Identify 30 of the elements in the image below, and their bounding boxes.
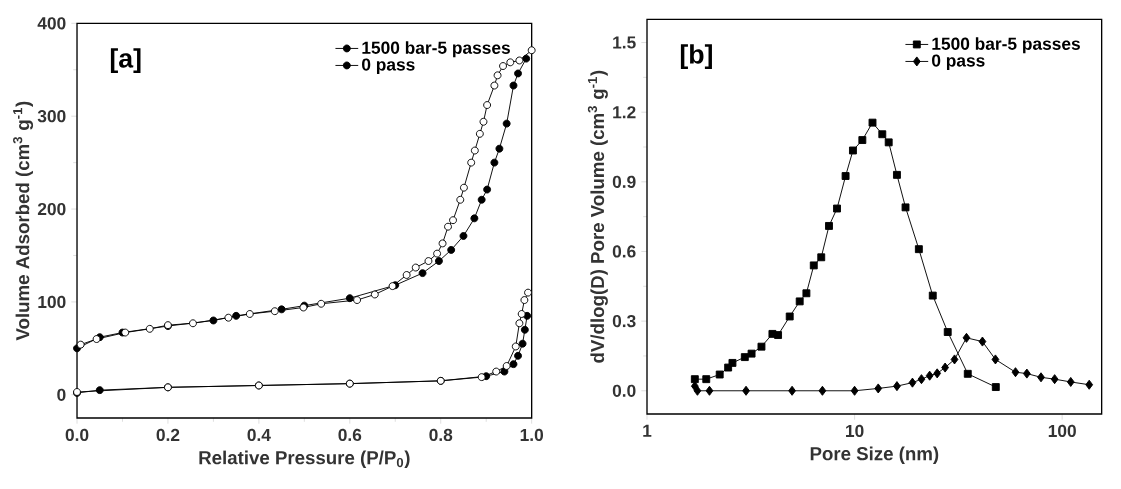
y-tick-label: 0.0 [612, 384, 636, 397]
y-tick-label: 1.2 [613, 106, 636, 119]
y-tick-label: 0.9 [612, 175, 636, 188]
legend-label: 0 pass [362, 58, 415, 75]
y-tick-label: 0.6 [612, 245, 636, 258]
y-tick-label: 400 [37, 17, 66, 30]
x-axis-title: Pore Size (nm) [810, 446, 939, 465]
y-tick-label: 0 [57, 388, 66, 401]
y-axis-title: Volume Adsorbed (cm$^{3}$ g$^{-1}$) [13, 101, 34, 341]
y-tick-label: 0.3 [612, 314, 636, 328]
annotation: [a] [110, 48, 141, 74]
x-tick-label: 1.0 [520, 428, 544, 442]
legend-label: 1500 bar-5 passes [932, 37, 1080, 54]
x-tick-label: 0.6 [338, 428, 362, 442]
x-tick-label: 100 [1048, 424, 1076, 438]
y-tick-label: 300 [37, 110, 66, 123]
x-tick-label: 10 [846, 424, 864, 438]
y-tick-label: 100 [38, 295, 66, 309]
legend-label: 0 pass [932, 54, 985, 71]
x-tick-label: 0.0 [65, 428, 89, 442]
y-tick-label: 200 [37, 202, 66, 216]
x-tick-label: 0.4 [247, 428, 271, 442]
x-tick-label: 1 [643, 424, 652, 437]
x-tick-label: 0.2 [156, 428, 180, 442]
y-tick-label: 1.5 [613, 36, 636, 49]
annotation: [b] [680, 44, 712, 70]
y-axis-title: dV/dlog(D) Pore Volume (cm$^{3}$ g$^{-1}$) [587, 70, 608, 363]
legend-label: 1500 bar-5 passes [362, 41, 510, 58]
x-tick-label: 0.8 [429, 428, 453, 442]
x-axis-title: Relative Pressure (P/P$_{0}$) [199, 450, 410, 469]
